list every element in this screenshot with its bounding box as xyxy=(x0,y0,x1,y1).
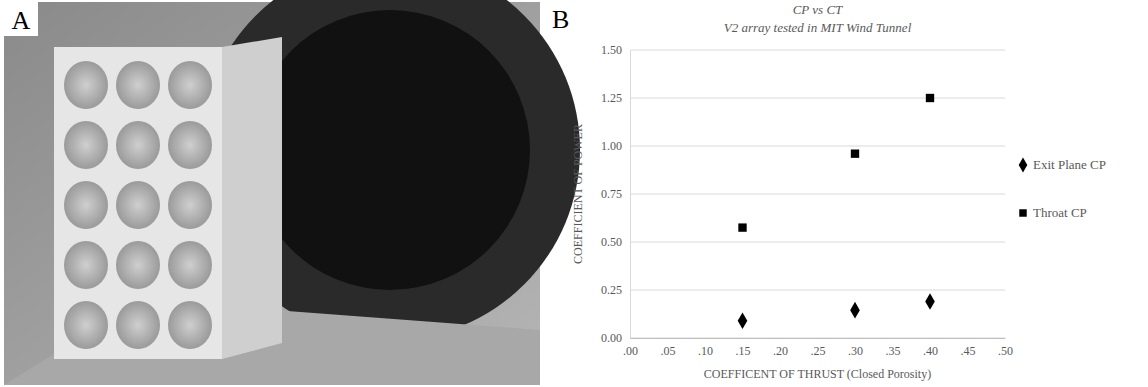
array-cell xyxy=(116,61,160,109)
array-cell xyxy=(116,301,160,349)
x-tick: .40 xyxy=(923,338,938,358)
array-cell xyxy=(64,121,108,169)
grid-line xyxy=(630,242,1005,243)
grid-line xyxy=(630,98,1005,99)
x-tick-label: .35 xyxy=(886,344,901,358)
point xyxy=(925,293,935,310)
photo-background xyxy=(4,2,540,385)
array-cell xyxy=(168,181,212,229)
array-cell xyxy=(64,301,108,349)
legend-label: Throat CP xyxy=(1033,205,1087,220)
panel-label: A xyxy=(12,6,31,35)
x-tick-label: .15 xyxy=(736,344,751,358)
y-tick: 1.50 xyxy=(601,43,630,57)
x-tick: .45 xyxy=(961,338,976,358)
grid-line xyxy=(630,338,1005,339)
x-tick: .10 xyxy=(698,338,713,358)
y-tick-label: 0.75 xyxy=(601,187,622,201)
legend-symbol xyxy=(1019,209,1026,216)
x-tick-label: .45 xyxy=(961,344,976,358)
array-cell xyxy=(168,301,212,349)
array-cell xyxy=(168,61,212,109)
y-tick-label: 1.00 xyxy=(601,139,622,153)
figure: A B CP vs CT V2 array tested in MIT Wind Tu… xyxy=(0,0,1148,387)
x-tick-label: .20 xyxy=(773,344,788,358)
y-axis: 0.00 0.25 0.50 0.75 1.00 1.25 1.50 xyxy=(601,43,631,345)
x-tick-label: .25 xyxy=(811,344,826,358)
grid-line xyxy=(630,194,1005,195)
array-cell xyxy=(116,121,160,169)
x-tick-label: .40 xyxy=(923,344,938,358)
point xyxy=(738,312,748,329)
points xyxy=(738,94,935,329)
point xyxy=(850,302,860,319)
legend-symbol xyxy=(1019,158,1028,173)
x-tick-label: .05 xyxy=(661,344,676,358)
grid xyxy=(630,50,1005,338)
array-cell xyxy=(168,241,212,289)
y-axis-line xyxy=(630,51,631,339)
x-tick: .15 xyxy=(736,338,751,358)
x-tick: .20 xyxy=(773,338,788,358)
grid-line xyxy=(630,50,1005,51)
chart-title: CP vs CT xyxy=(793,2,843,17)
array-cell xyxy=(116,241,160,289)
array-cell xyxy=(64,61,108,109)
x-tick: .50 xyxy=(998,338,1013,358)
y-tick-label: 1.25 xyxy=(601,91,622,105)
panel-label-box xyxy=(4,2,38,36)
x-axis: .00 .05 .10 .15 .20 .25 .30 .35 .40 .45 .50 xyxy=(623,338,1013,358)
x-tick-label: .30 xyxy=(848,344,863,358)
y-tick-label: 1.50 xyxy=(601,43,622,57)
y-tick: 0.50 xyxy=(601,235,630,249)
x-tick-label: .10 xyxy=(698,344,713,358)
array-side xyxy=(222,37,282,359)
tunnel-inner xyxy=(250,10,530,290)
array-cell xyxy=(116,181,160,229)
x-axis-line xyxy=(631,338,1006,339)
y-tick-label: 0.00 xyxy=(601,331,622,345)
point xyxy=(926,94,934,102)
grid-line xyxy=(630,290,1005,291)
grid-line xyxy=(630,146,1005,147)
y-axis-title: COEFFICIENT OF POWER xyxy=(571,124,585,264)
legend-label: Exit Plane CP xyxy=(1033,157,1106,172)
array-cell xyxy=(168,121,212,169)
y-tick: 1.00 xyxy=(601,139,630,153)
x-axis-title: COEFFICENT OF THRUST (Closed Porosity) xyxy=(704,367,931,381)
x-tick: .00 xyxy=(623,338,638,358)
legend: Exit Plane CP Throat CP xyxy=(1019,157,1106,220)
point xyxy=(738,223,746,231)
y-tick: 0.75 xyxy=(601,187,630,201)
x-tick: .25 xyxy=(811,338,826,358)
x-tick: .30 xyxy=(848,338,863,358)
x-tick-label: .50 xyxy=(998,344,1013,358)
array-block xyxy=(54,47,222,359)
panel-b: B CP vs CT V2 array tested in MIT Wind Tun… xyxy=(552,2,1106,381)
y-tick: 1.25 xyxy=(601,91,630,105)
x-tick: .05 xyxy=(661,338,676,358)
panel-label: B xyxy=(552,5,569,34)
y-tick-label: 0.25 xyxy=(601,283,622,297)
y-tick: 0.25 xyxy=(601,283,630,297)
x-tick: .35 xyxy=(886,338,901,358)
panel-a: A xyxy=(4,0,580,385)
y-tick-label: 0.50 xyxy=(601,235,622,249)
chart-subtitle: V2 array tested in MIT Wind Tunnel xyxy=(724,20,912,35)
array-cell xyxy=(64,241,108,289)
point xyxy=(851,149,859,157)
x-tick-label: .00 xyxy=(623,344,638,358)
array-cell xyxy=(64,181,108,229)
